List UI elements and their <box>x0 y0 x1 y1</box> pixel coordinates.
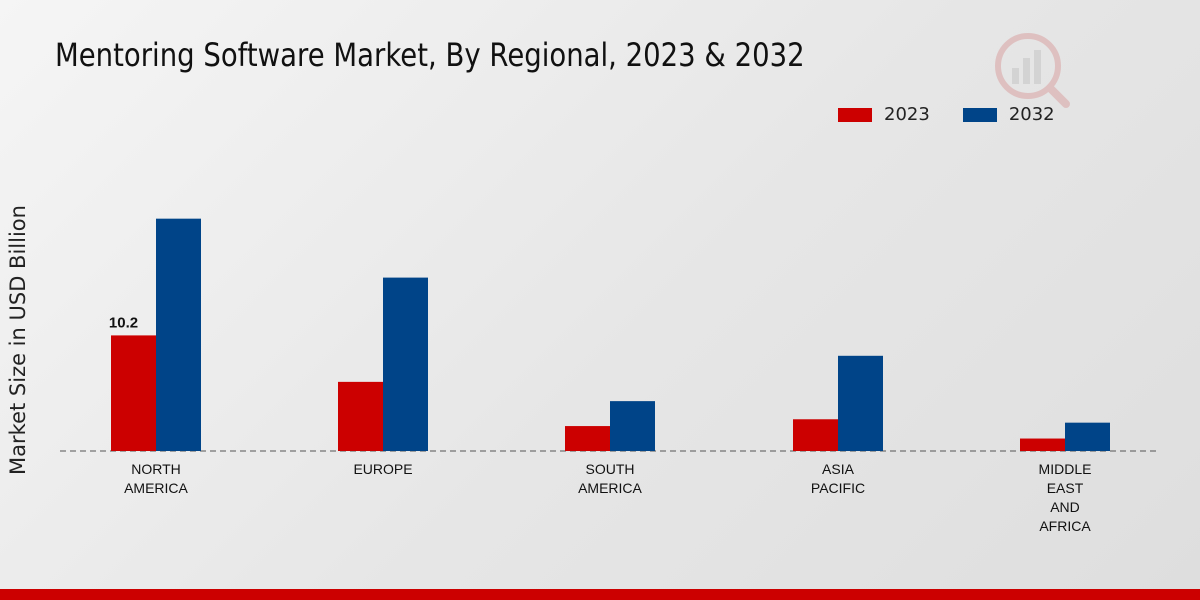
x-tick-label-line: EUROPE <box>353 461 412 477</box>
x-tick-label-line: SOUTH <box>586 461 635 477</box>
x-tick-label: NORTH AMERICA <box>124 461 188 496</box>
x-tick-label: EUROPE <box>353 461 412 477</box>
legend-swatch-2032 <box>962 107 997 122</box>
x-tick-label-line: AMERICA <box>124 480 188 496</box>
x-tick-label: ASIA PACIFIC <box>811 461 865 496</box>
bar-2032-north-america <box>156 218 201 451</box>
legend-swatch-2023 <box>838 107 872 122</box>
bar-2032-middle-east-and-africa <box>1065 422 1110 451</box>
data-label: 10.2 <box>109 314 138 331</box>
x-tick-label-line: AMERICA <box>578 480 642 496</box>
bar-2023-south-america <box>565 426 610 451</box>
bar-2023-europe <box>338 381 383 451</box>
legend-label-2023: 2023 <box>884 104 930 125</box>
chart-title: Mentoring Software Market, By Regional, … <box>55 36 805 74</box>
x-tick-label-line: AND <box>1050 499 1080 515</box>
legend-label-2032: 2032 <box>1008 104 1055 125</box>
bar-2023-asia-pacific <box>793 419 838 451</box>
x-tick-label-line: EAST <box>1047 480 1084 496</box>
bar-2032-asia-pacific <box>838 355 883 451</box>
footer-bar <box>0 589 1200 600</box>
bar-2032-europe <box>383 277 428 451</box>
x-tick-label-line: MIDDLE <box>1039 461 1092 477</box>
bar-2023-middle-east-and-africa <box>1020 438 1065 451</box>
x-tick-label: MIDDLE EAST AND AFRICA <box>1039 461 1092 534</box>
x-tick-label: SOUTH AMERICA <box>578 461 642 496</box>
x-tick-label-line: ASIA <box>822 461 855 477</box>
x-tick-label-line: AFRICA <box>1039 518 1091 534</box>
legend: 2023 2032 <box>838 104 1088 125</box>
legend-item-2023: 2023 <box>838 104 930 125</box>
x-tick-label-line: PACIFIC <box>811 480 865 496</box>
x-tick-label-line: NORTH <box>131 461 181 477</box>
bar-2032-south-america <box>610 401 655 451</box>
logo-watermark-icon <box>995 33 1070 108</box>
legend-item-2032: 2032 <box>962 104 1055 125</box>
bar-2023-north-america <box>111 335 156 451</box>
